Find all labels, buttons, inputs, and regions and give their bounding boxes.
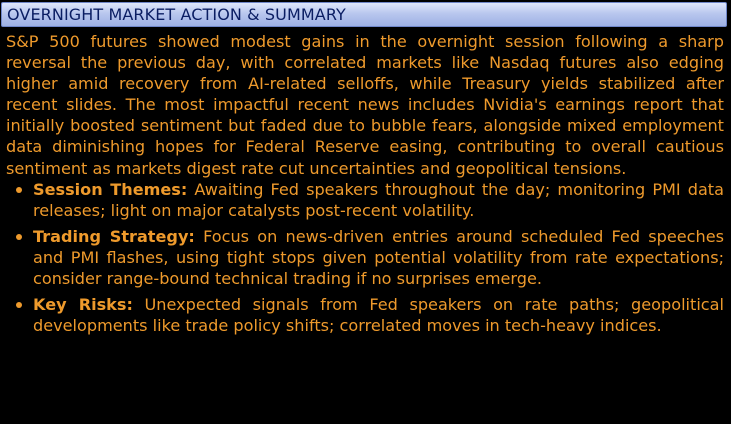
bullet-label: Key Risks: — [33, 295, 133, 315]
bullet-key-risks: Key Risks: Unexpected signals from Fed s… — [6, 294, 724, 336]
summary-intro: S&P 500 futures showed modest gains in t… — [6, 32, 724, 178]
bullet-trading-strategy: Trading Strategy: Focus on news-driven e… — [6, 226, 724, 289]
summary-bullets: Session Themes: Awaiting Fed speakers th… — [6, 179, 724, 337]
bullet-dot-icon — [16, 186, 22, 193]
bullet-label: Trading Strategy: — [33, 226, 195, 246]
summary-content: S&P 500 futures showed modest gains in t… — [6, 31, 724, 341]
panel-title-bar: OVERNIGHT MARKET ACTION & SUMMARY — [1, 2, 727, 27]
bullet-text: Focus on news-driven entries around sche… — [33, 226, 724, 289]
bullet-text: Unexpected signals from Fed speakers on … — [33, 295, 724, 336]
bullet-label: Session Themes: — [33, 179, 188, 199]
bullet-dot-icon — [16, 302, 22, 309]
bullet-text: Awaiting Fed speakers throughout the day… — [33, 179, 724, 220]
panel-title: OVERNIGHT MARKET ACTION & SUMMARY — [7, 5, 346, 24]
bullet-dot-icon — [16, 233, 22, 240]
bullet-session-themes: Session Themes: Awaiting Fed speakers th… — [6, 179, 724, 221]
